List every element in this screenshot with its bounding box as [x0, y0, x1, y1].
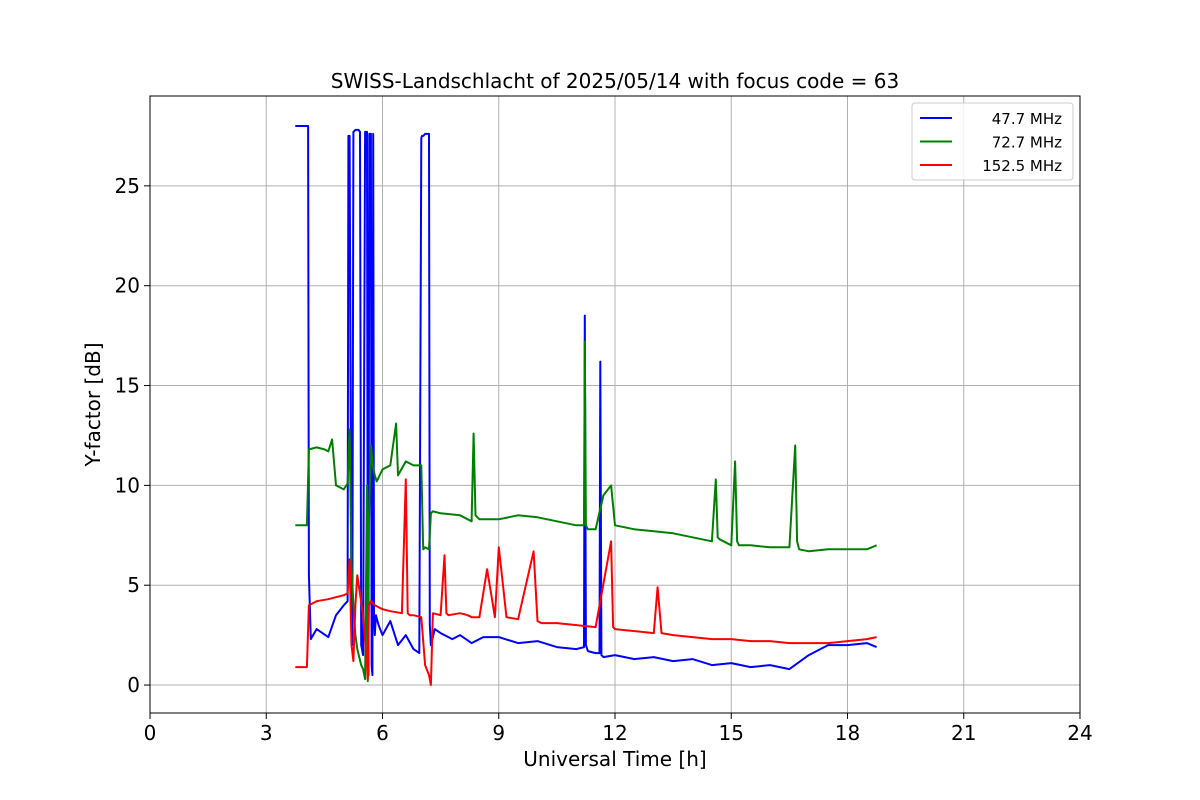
legend-label: 152.5 MHz	[982, 157, 1062, 175]
x-tick-label: 21	[951, 721, 976, 745]
x-tick-label: 15	[719, 721, 744, 745]
x-tick-label: 3	[260, 721, 273, 745]
series-line-1	[295, 125, 877, 677]
x-tick-label: 12	[602, 721, 627, 745]
y-tick-label: 5	[127, 573, 140, 597]
chart-title: SWISS-Landschlacht of 2025/05/14 with fo…	[331, 69, 899, 93]
y-tick-label: 10	[115, 473, 140, 497]
axis-ticks: 0 3 6 9 12 15 18 21 24 0 5 10 15 20 25	[115, 174, 1093, 745]
legend-box	[911, 102, 1074, 181]
y-tick-label: 25	[115, 174, 140, 198]
x-tick-label: 24	[1067, 721, 1092, 745]
x-tick-label: 0	[144, 721, 157, 745]
y-tick-label: 15	[115, 374, 140, 398]
x-tick-label: 6	[376, 721, 389, 745]
series-line-3	[295, 478, 877, 686]
legend-label: 72.7 MHz	[992, 134, 1062, 152]
legend-label: 47.7 MHz	[992, 110, 1062, 128]
x-tick-label: 9	[492, 721, 505, 745]
series-line-2	[295, 340, 877, 683]
series-lines	[295, 125, 877, 686]
legend: 47.7 MHz 72.7 MHz 152.5 MHz	[911, 102, 1074, 181]
x-axis-label: Universal Time [h]	[523, 747, 706, 771]
y-tick-label: 0	[127, 673, 140, 697]
y-axis-label: Y-factor [dB]	[81, 342, 105, 467]
y-tick-label: 20	[115, 274, 140, 298]
x-tick-label: 18	[835, 721, 860, 745]
